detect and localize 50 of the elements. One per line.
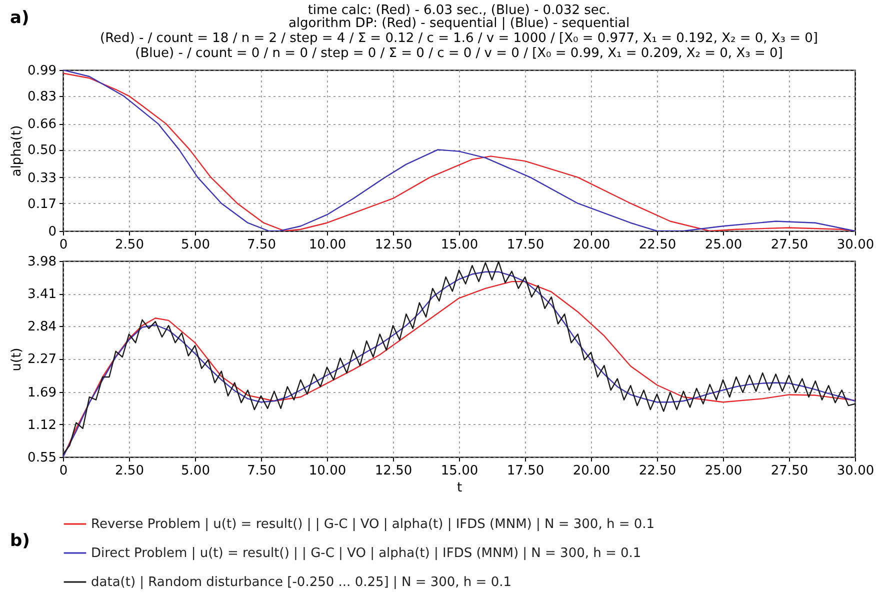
y-tick-label: 0.66: [28, 117, 56, 132]
x-tick-label: 5.00: [181, 464, 210, 478]
text: a): [10, 8, 30, 28]
y-tick-label: 0.83: [28, 90, 56, 105]
y-tick-label: 0.55: [28, 450, 56, 466]
y-tick-label: 0.99: [28, 64, 56, 78]
chart-subtitle: algorithm DP: (Red) - sequential | (Blue) - sequential (Red) - / count = 18 / n = 2 / step = 4 / Σ = 0.12 / c = 1.6 / v = 1000 / [X₀ = 0.977, X₁ = 0.192, X₂ = 0, X₃ = 0] (Blue) - / count = 0 / n = 0 / step = 0 / Σ = 0 / c = 0 / v = 0 / [X₀ = 0.99, X₁ = 0.209, X₂ = 0, X₃ = 0]: [100, 16, 818, 61]
y-tick-label: 3.98: [28, 254, 56, 270]
x-tick-label: 20.00: [572, 464, 610, 478]
x-tick-label: 7.50: [247, 464, 276, 478]
x-tick-label: 12.50: [374, 464, 412, 478]
legend-label: Reverse Problem | u(t) = result() | | G-C | VO | alpha(t) | IFDS (MNM) | N = 300, h = 0.1: [91, 517, 655, 532]
legend-label: data(t) | Random disturbance [-0.250 ... 0.25] | N = 300, h = 0.1: [91, 575, 512, 590]
y-tick-label: 0.50: [28, 143, 56, 158]
x-tick-label: 17.50: [506, 464, 544, 478]
y-axis-title: u(t): [10, 348, 25, 372]
x-tick-label: 30.00: [836, 238, 874, 252]
x-tick-label: 25.00: [704, 464, 742, 478]
text: b): [10, 531, 30, 551]
x-tick-label: 27.50: [770, 238, 808, 252]
y-tick-label: 3.41: [28, 287, 56, 302]
x-tick-label: 30.00: [836, 464, 874, 478]
x-tick-label: 10.00: [308, 238, 346, 252]
y-tick-label: 0: [48, 224, 56, 240]
y-axis-title: alpha(t): [10, 125, 25, 177]
x-tick-label: 0: [59, 464, 68, 478]
chart-title: time calc: (Red) - 6.03 sec., (Blue) - 0.032 sec.: [308, 3, 610, 18]
x-tick-label: 25.00: [704, 238, 742, 252]
x-tick-label: 27.50: [770, 464, 808, 478]
x-tick-label: 22.50: [638, 464, 676, 478]
x-tick-label: 15.00: [440, 238, 478, 252]
x-tick-label: 7.50: [247, 238, 276, 252]
x-tick-label: 2.50: [115, 238, 144, 252]
legend-label: Direct Problem | u(t) = result() | | G-C | VO | alpha(t) | IFDS (MNM) | N = 300, h = 0.1: [91, 546, 642, 561]
x-tick-label: 0: [59, 238, 68, 252]
x-tick-label: 5.00: [181, 238, 210, 252]
x-tick-label: 20.00: [572, 238, 610, 252]
y-tick-label: 2.27: [28, 352, 56, 368]
x-tick-label: 15.00: [440, 464, 478, 478]
y-tick-label: 1.69: [28, 385, 56, 400]
y-tick-label: 0.17: [28, 196, 56, 212]
y-tick-label: 1.12: [28, 418, 56, 433]
x-tick-label: 22.50: [638, 238, 676, 252]
x-axis-title: t: [456, 480, 462, 496]
x-tick-label: 12.50: [374, 238, 412, 252]
x-tick-label: 2.50: [115, 464, 144, 478]
y-tick-label: 2.84: [28, 320, 56, 335]
x-tick-label: 10.00: [308, 464, 346, 478]
y-tick-label: 0.33: [28, 170, 56, 186]
x-tick-label: 17.50: [506, 238, 544, 252]
